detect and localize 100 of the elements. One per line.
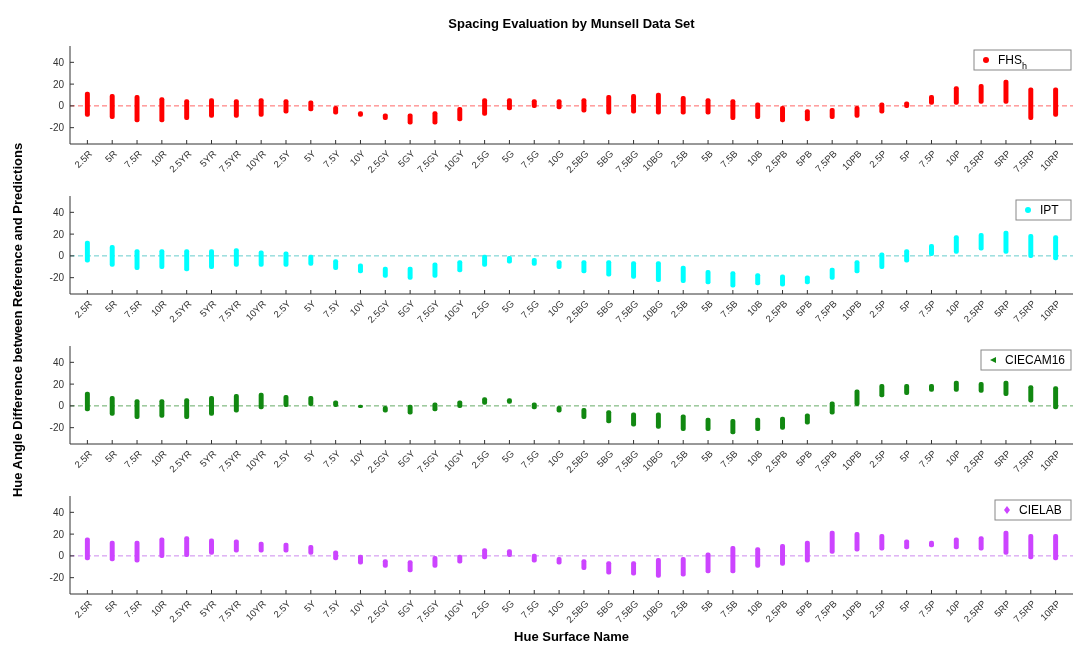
- x-tick-label: 5BG: [594, 447, 616, 470]
- bar: [953, 235, 959, 254]
- bar: [184, 398, 190, 419]
- bar: [730, 418, 736, 435]
- bar: [357, 554, 363, 565]
- y-tick-label: 20: [52, 228, 65, 240]
- legend-label: CIECAM16: [1005, 353, 1066, 367]
- bar: [705, 98, 711, 115]
- y-tick-label: 0: [58, 100, 65, 112]
- bar: [1003, 79, 1009, 104]
- x-tick-label: 10B: [744, 597, 765, 618]
- x-tick-label: 10R: [148, 297, 169, 319]
- x-tick-label: 10B: [744, 447, 765, 468]
- y-tick-label: -20: [49, 122, 65, 134]
- bar: [606, 260, 612, 277]
- x-tick-label: 5Y: [301, 297, 319, 314]
- bar: [382, 559, 388, 568]
- bar: [432, 262, 438, 278]
- x-tick-label: 5P: [897, 297, 914, 314]
- bar: [233, 393, 239, 413]
- bar: [581, 260, 587, 274]
- bar: [1028, 385, 1034, 403]
- x-tick-label: 10G: [545, 597, 566, 619]
- x-tick-label: 5B: [698, 147, 715, 164]
- bar: [829, 401, 835, 415]
- bar: [84, 91, 90, 117]
- bar: [209, 98, 214, 118]
- bar: [134, 540, 140, 563]
- bar: [357, 263, 363, 274]
- bar: [804, 109, 810, 122]
- bar: [159, 537, 165, 559]
- bar: [482, 98, 488, 116]
- x-tick-label: 10R: [148, 447, 169, 469]
- x-tick-label: 5P: [897, 147, 914, 164]
- x-tick-label: 5G: [499, 447, 517, 465]
- y-tick-label: 40: [52, 356, 65, 368]
- bar: [581, 408, 587, 419]
- bar: [1053, 87, 1059, 117]
- x-tick-label: 10G: [545, 147, 566, 169]
- bar: [159, 97, 165, 123]
- y-tick-label: -20: [49, 422, 65, 434]
- bar: [631, 261, 637, 279]
- y-tick-label: 0: [58, 550, 65, 562]
- bar: [407, 560, 413, 573]
- bar: [159, 249, 165, 269]
- bar: [333, 550, 339, 561]
- bar: [780, 274, 786, 287]
- x-tick-label: 7.5B: [718, 297, 740, 320]
- bar: [755, 417, 761, 431]
- bar: [655, 261, 661, 283]
- bar: [258, 98, 264, 117]
- bar: [680, 96, 686, 115]
- bar: [109, 93, 115, 119]
- bar: [978, 381, 984, 393]
- bar: [333, 259, 339, 271]
- bar: [755, 273, 761, 286]
- bar: [308, 396, 314, 406]
- x-tick-label: 5R: [102, 297, 120, 315]
- bar: [184, 249, 190, 272]
- bar: [457, 554, 463, 564]
- bar: [308, 100, 314, 112]
- bar: [482, 254, 488, 267]
- bar: [978, 536, 984, 551]
- x-tick-label: 10R: [148, 597, 169, 619]
- bar: [1053, 235, 1059, 261]
- x-tick-label: 10Y: [347, 597, 368, 618]
- bar: [1003, 530, 1009, 555]
- bar: [308, 545, 314, 555]
- y-tick-label: 20: [52, 528, 65, 540]
- x-tick-label: 5Y: [301, 597, 319, 614]
- x-tick-label: 10P: [943, 447, 964, 468]
- x-tick-label: 5PB: [793, 297, 815, 319]
- bar: [953, 86, 959, 105]
- y-axis-title: Hue Angle Difference between Reference and Predictions: [10, 142, 25, 498]
- bar: [184, 99, 190, 121]
- bar: [1053, 534, 1059, 561]
- bar: [680, 414, 686, 431]
- bar: [879, 534, 885, 551]
- bar: [879, 252, 885, 269]
- bar: [755, 102, 761, 119]
- bar: [482, 548, 488, 560]
- bar: [978, 84, 984, 104]
- x-tick-label: 5YR: [197, 297, 219, 319]
- bar: [134, 249, 140, 271]
- x-tick-label: 5PB: [793, 447, 815, 469]
- x-tick-label: 10B: [744, 147, 765, 168]
- bar: [705, 270, 711, 285]
- bar: [978, 233, 984, 251]
- bar: [1053, 386, 1059, 410]
- bar: [233, 539, 239, 553]
- bar: [407, 266, 413, 280]
- bar: [531, 258, 537, 266]
- bar: [432, 555, 438, 568]
- x-tick-label: 5G: [499, 297, 517, 315]
- bar: [506, 98, 512, 111]
- bar: [904, 249, 910, 263]
- x-tick-label: 10P: [943, 147, 964, 168]
- bar: [109, 540, 115, 562]
- bar: [755, 547, 761, 568]
- bar: [606, 95, 612, 115]
